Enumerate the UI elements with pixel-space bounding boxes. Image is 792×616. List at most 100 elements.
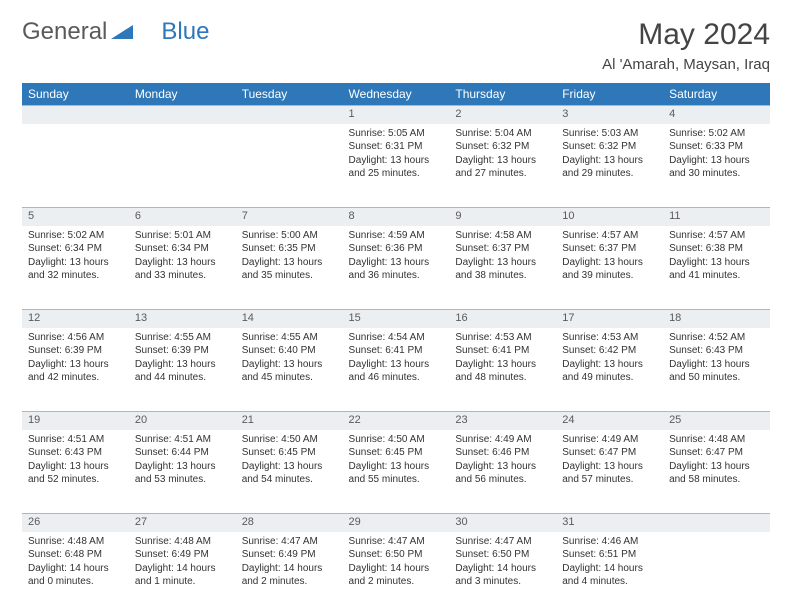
day-number-cell: 8 xyxy=(343,208,450,226)
day-number-cell: 13 xyxy=(129,310,236,328)
sunset-line: Sunset: 6:32 PM xyxy=(562,140,657,154)
day-number-cell: 12 xyxy=(22,310,129,328)
content-row: Sunrise: 4:48 AMSunset: 6:48 PMDaylight:… xyxy=(22,532,770,616)
day-content-cell xyxy=(663,532,770,616)
logo: General Blue xyxy=(22,18,209,46)
day-content-cell: Sunrise: 5:03 AMSunset: 6:32 PMDaylight:… xyxy=(556,124,663,208)
sunset-line: Sunset: 6:49 PM xyxy=(242,548,337,562)
day-number-cell: 10 xyxy=(556,208,663,226)
day-number-cell xyxy=(236,106,343,124)
sunset-line: Sunset: 6:40 PM xyxy=(242,344,337,358)
day-content-cell: Sunrise: 4:48 AMSunset: 6:49 PMDaylight:… xyxy=(129,532,236,616)
daynum-row: 12131415161718 xyxy=(22,310,770,328)
day-number-cell: 4 xyxy=(663,106,770,124)
sunrise-line: Sunrise: 4:52 AM xyxy=(669,331,764,345)
sunrise-line: Sunrise: 4:50 AM xyxy=(242,433,337,447)
day-content-cell: Sunrise: 5:04 AMSunset: 6:32 PMDaylight:… xyxy=(449,124,556,208)
daylight-line: Daylight: 14 hours and 2 minutes. xyxy=(242,562,337,589)
day-content-cell: Sunrise: 4:47 AMSunset: 6:50 PMDaylight:… xyxy=(449,532,556,616)
daylight-line: Daylight: 13 hours and 30 minutes. xyxy=(669,154,764,181)
day-number-cell xyxy=(663,514,770,532)
logo-text-1: General xyxy=(22,18,107,46)
header: General Blue May 2024 Al 'Amarah, Maysan… xyxy=(22,18,770,73)
col-friday: Friday xyxy=(556,83,663,106)
col-saturday: Saturday xyxy=(663,83,770,106)
day-content-cell: Sunrise: 5:05 AMSunset: 6:31 PMDaylight:… xyxy=(343,124,450,208)
sunrise-line: Sunrise: 4:56 AM xyxy=(28,331,123,345)
daylight-line: Daylight: 13 hours and 44 minutes. xyxy=(135,358,230,385)
sunrise-line: Sunrise: 4:47 AM xyxy=(242,535,337,549)
sunrise-line: Sunrise: 5:02 AM xyxy=(28,229,123,243)
sunrise-line: Sunrise: 4:55 AM xyxy=(135,331,230,345)
day-content-cell xyxy=(22,124,129,208)
day-number-cell: 27 xyxy=(129,514,236,532)
col-tuesday: Tuesday xyxy=(236,83,343,106)
sunrise-line: Sunrise: 4:53 AM xyxy=(455,331,550,345)
sunset-line: Sunset: 6:42 PM xyxy=(562,344,657,358)
day-content-cell: Sunrise: 4:49 AMSunset: 6:47 PMDaylight:… xyxy=(556,430,663,514)
day-number-cell: 2 xyxy=(449,106,556,124)
daylight-line: Daylight: 14 hours and 0 minutes. xyxy=(28,562,123,589)
daylight-line: Daylight: 13 hours and 55 minutes. xyxy=(349,460,444,487)
sunset-line: Sunset: 6:36 PM xyxy=(349,242,444,256)
daylight-line: Daylight: 14 hours and 1 minute. xyxy=(135,562,230,589)
sunrise-line: Sunrise: 4:49 AM xyxy=(455,433,550,447)
sunrise-line: Sunrise: 4:49 AM xyxy=(562,433,657,447)
daylight-line: Daylight: 13 hours and 33 minutes. xyxy=(135,256,230,283)
sunset-line: Sunset: 6:47 PM xyxy=(562,446,657,460)
day-content-cell: Sunrise: 4:52 AMSunset: 6:43 PMDaylight:… xyxy=(663,328,770,412)
day-number-cell: 17 xyxy=(556,310,663,328)
sunrise-line: Sunrise: 4:59 AM xyxy=(349,229,444,243)
sunset-line: Sunset: 6:51 PM xyxy=(562,548,657,562)
daynum-row: 1234 xyxy=(22,106,770,124)
daylight-line: Daylight: 13 hours and 52 minutes. xyxy=(28,460,123,487)
day-content-cell: Sunrise: 4:48 AMSunset: 6:47 PMDaylight:… xyxy=(663,430,770,514)
daylight-line: Daylight: 13 hours and 58 minutes. xyxy=(669,460,764,487)
sunrise-line: Sunrise: 4:50 AM xyxy=(349,433,444,447)
day-number-cell: 25 xyxy=(663,412,770,430)
sunrise-line: Sunrise: 4:55 AM xyxy=(242,331,337,345)
sunset-line: Sunset: 6:44 PM xyxy=(135,446,230,460)
day-content-cell: Sunrise: 4:51 AMSunset: 6:44 PMDaylight:… xyxy=(129,430,236,514)
sunset-line: Sunset: 6:38 PM xyxy=(669,242,764,256)
daylight-line: Daylight: 13 hours and 53 minutes. xyxy=(135,460,230,487)
logo-text-2: Blue xyxy=(161,18,209,46)
day-number-cell: 1 xyxy=(343,106,450,124)
sunset-line: Sunset: 6:48 PM xyxy=(28,548,123,562)
logo-triangle-icon xyxy=(111,18,133,46)
sunset-line: Sunset: 6:31 PM xyxy=(349,140,444,154)
day-number-cell: 22 xyxy=(343,412,450,430)
day-content-cell: Sunrise: 4:50 AMSunset: 6:45 PMDaylight:… xyxy=(236,430,343,514)
daylight-line: Daylight: 13 hours and 48 minutes. xyxy=(455,358,550,385)
day-content-cell: Sunrise: 4:46 AMSunset: 6:51 PMDaylight:… xyxy=(556,532,663,616)
sunset-line: Sunset: 6:49 PM xyxy=(135,548,230,562)
day-content-cell: Sunrise: 4:57 AMSunset: 6:37 PMDaylight:… xyxy=(556,226,663,310)
sunrise-line: Sunrise: 4:51 AM xyxy=(28,433,123,447)
day-content-cell: Sunrise: 4:53 AMSunset: 6:41 PMDaylight:… xyxy=(449,328,556,412)
sunset-line: Sunset: 6:35 PM xyxy=(242,242,337,256)
day-content-cell: Sunrise: 4:48 AMSunset: 6:48 PMDaylight:… xyxy=(22,532,129,616)
daylight-line: Daylight: 13 hours and 27 minutes. xyxy=(455,154,550,181)
sunrise-line: Sunrise: 4:47 AM xyxy=(455,535,550,549)
daylight-line: Daylight: 13 hours and 56 minutes. xyxy=(455,460,550,487)
day-number-cell: 26 xyxy=(22,514,129,532)
day-number-cell: 19 xyxy=(22,412,129,430)
sunset-line: Sunset: 6:33 PM xyxy=(669,140,764,154)
daylight-line: Daylight: 13 hours and 45 minutes. xyxy=(242,358,337,385)
sunset-line: Sunset: 6:39 PM xyxy=(28,344,123,358)
sunset-line: Sunset: 6:34 PM xyxy=(28,242,123,256)
day-content-cell: Sunrise: 4:58 AMSunset: 6:37 PMDaylight:… xyxy=(449,226,556,310)
sunrise-line: Sunrise: 5:03 AM xyxy=(562,127,657,141)
daylight-line: Daylight: 13 hours and 25 minutes. xyxy=(349,154,444,181)
daylight-line: Daylight: 13 hours and 29 minutes. xyxy=(562,154,657,181)
day-content-cell xyxy=(236,124,343,208)
sunrise-line: Sunrise: 4:48 AM xyxy=(135,535,230,549)
content-row: Sunrise: 4:51 AMSunset: 6:43 PMDaylight:… xyxy=(22,430,770,514)
day-number-cell: 14 xyxy=(236,310,343,328)
daylight-line: Daylight: 13 hours and 39 minutes. xyxy=(562,256,657,283)
weekday-header-row: Sunday Monday Tuesday Wednesday Thursday… xyxy=(22,83,770,106)
sunrise-line: Sunrise: 5:04 AM xyxy=(455,127,550,141)
daylight-line: Daylight: 13 hours and 35 minutes. xyxy=(242,256,337,283)
content-row: Sunrise: 5:02 AMSunset: 6:34 PM Daylight:… xyxy=(22,226,770,310)
day-number-cell: 28 xyxy=(236,514,343,532)
